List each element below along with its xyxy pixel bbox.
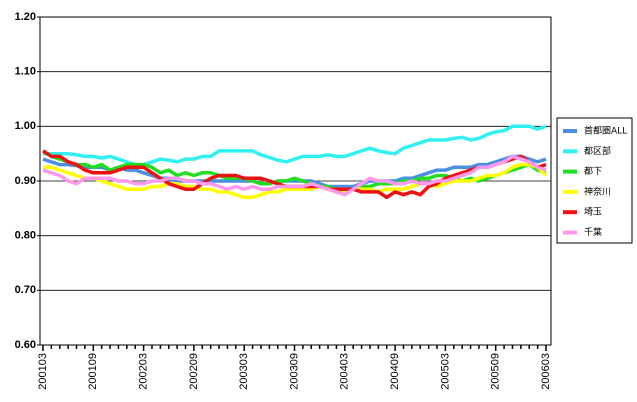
x-tick-label: 200209 xyxy=(188,353,200,390)
plot-area xyxy=(39,16,552,346)
y-tick-label: 0.60 xyxy=(15,339,36,351)
series-line xyxy=(43,124,547,167)
series-line xyxy=(43,162,548,200)
legend-label: 神奈川 xyxy=(584,185,611,197)
x-tick-label: 200203 xyxy=(138,353,150,390)
x-tick-label: 200409 xyxy=(389,353,401,390)
legend-box xyxy=(556,117,633,244)
legend-label: 首都圏ALL xyxy=(584,125,627,137)
x-tick-label: 200403 xyxy=(339,353,351,390)
x-tick-label: 200503 xyxy=(439,353,451,390)
legend-label: 都区部 xyxy=(584,145,611,157)
x-tick-label: 200109 xyxy=(87,353,99,390)
series-line xyxy=(42,154,547,197)
legend-label: 都下 xyxy=(584,166,602,177)
y-tick-label: 0.80 xyxy=(15,230,36,242)
legend-label: 埼玉 xyxy=(584,206,602,218)
x-tick-label: 200103 xyxy=(37,353,49,390)
legend-label: 千葉 xyxy=(584,226,602,238)
y-tick-label: 1.20 xyxy=(15,11,36,23)
series-line xyxy=(42,154,547,189)
y-tick-label: 0.90 xyxy=(15,175,36,187)
y-tick-label: 1.00 xyxy=(15,120,36,132)
x-tick-label: 200309 xyxy=(288,353,300,390)
x-tick-label: 200303 xyxy=(238,353,250,390)
y-tick-label: 1.10 xyxy=(15,66,36,78)
x-tick-label: 200509 xyxy=(490,353,502,390)
x-tick-label: 200603 xyxy=(540,353,552,390)
y-tick-label: 0.70 xyxy=(15,284,36,296)
